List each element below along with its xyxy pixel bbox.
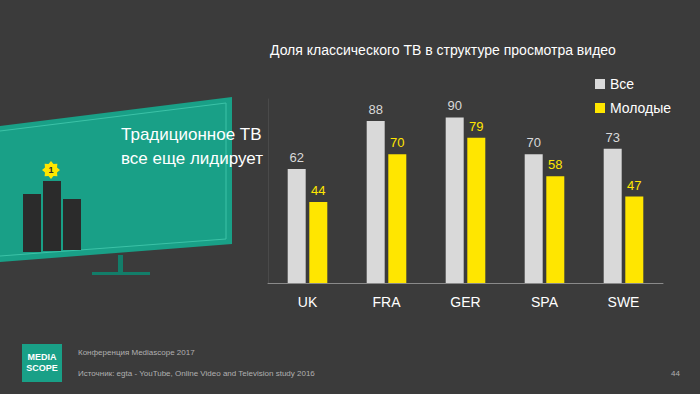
svg-text:62: 62 bbox=[289, 150, 303, 165]
svg-text:SCOPE: SCOPE bbox=[26, 363, 58, 373]
svg-text:90: 90 bbox=[447, 98, 461, 113]
svg-text:MEDIA: MEDIA bbox=[28, 352, 58, 362]
svg-text:SPA: SPA bbox=[531, 294, 559, 310]
svg-text:44: 44 bbox=[311, 183, 325, 198]
svg-text:все еще лидирует: все еще лидирует bbox=[121, 149, 263, 168]
svg-text:Доля классического ТВ в структ: Доля классического ТВ в структуре просмо… bbox=[270, 42, 616, 58]
svg-text:Молодые: Молодые bbox=[610, 100, 671, 116]
svg-text:79: 79 bbox=[469, 119, 483, 134]
svg-text:58: 58 bbox=[548, 157, 562, 172]
svg-text:Все: Все bbox=[610, 76, 634, 92]
svg-text:FRA: FRA bbox=[373, 294, 402, 310]
svg-text:73: 73 bbox=[605, 130, 619, 145]
svg-text:44: 44 bbox=[671, 369, 680, 378]
svg-text:Конференция Mediascope 2017: Конференция Mediascope 2017 bbox=[78, 348, 195, 357]
svg-text:GER: GER bbox=[450, 294, 480, 310]
svg-text:Традиционное ТВ: Традиционное ТВ bbox=[121, 125, 262, 144]
svg-text:SWE: SWE bbox=[608, 294, 640, 310]
svg-text:70: 70 bbox=[526, 135, 540, 150]
svg-text:1: 1 bbox=[48, 165, 53, 175]
svg-text:Источник: egta - YouTube, Onli: Источник: egta - YouTube, Online Video a… bbox=[78, 369, 315, 378]
svg-text:70: 70 bbox=[390, 135, 404, 150]
svg-text:47: 47 bbox=[627, 178, 641, 193]
svg-text:88: 88 bbox=[368, 102, 382, 117]
svg-text:UK: UK bbox=[298, 294, 318, 310]
